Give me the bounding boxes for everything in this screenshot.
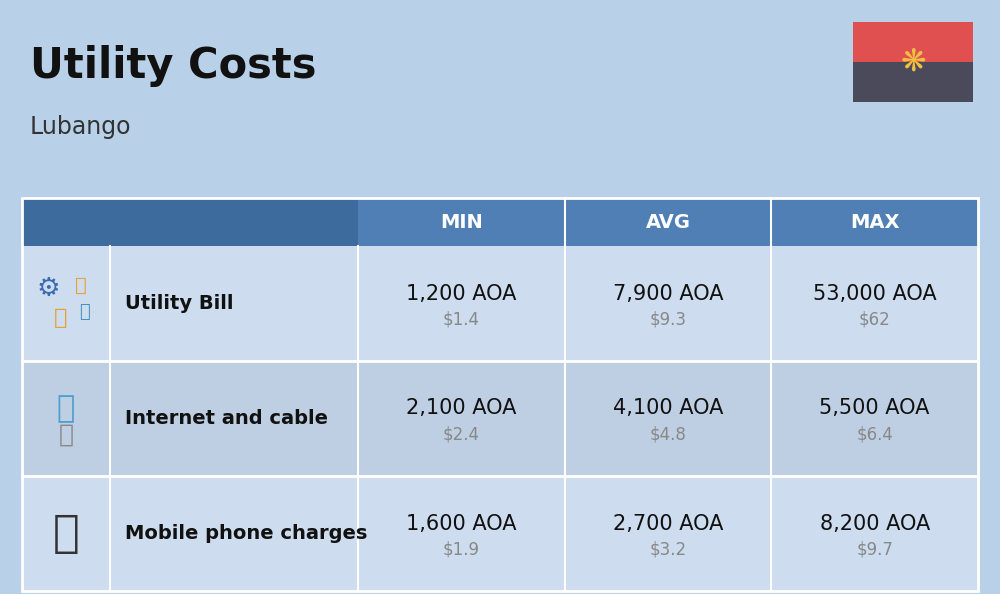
Text: $62: $62 (859, 311, 891, 328)
Text: 📱: 📱 (53, 512, 79, 555)
Bar (22, 476, 978, 591)
Text: $2.4: $2.4 (443, 425, 480, 444)
Text: 📶: 📶 (57, 394, 75, 423)
Bar (22, 198, 978, 591)
Text: 8,200 AOA: 8,200 AOA (820, 513, 930, 533)
Text: 🔌: 🔌 (54, 308, 68, 328)
Text: $9.7: $9.7 (856, 541, 893, 558)
Text: 5,500 AOA: 5,500 AOA (819, 399, 930, 419)
Text: AVG: AVG (646, 213, 690, 232)
Bar (22, 361, 978, 476)
Bar (22, 246, 978, 361)
Text: 53,000 AOA: 53,000 AOA (813, 283, 936, 304)
Bar (22, 198, 358, 246)
Bar (853, 62, 973, 102)
Bar (853, 22, 973, 62)
Text: $6.4: $6.4 (856, 425, 893, 444)
Text: 1,200 AOA: 1,200 AOA (406, 283, 517, 304)
Text: ⚙: ⚙ (36, 276, 60, 302)
Text: MAX: MAX (850, 213, 899, 232)
Text: 1,600 AOA: 1,600 AOA (406, 513, 517, 533)
Text: $1.4: $1.4 (443, 311, 480, 328)
Text: 🖨: 🖨 (58, 422, 74, 447)
Text: $3.2: $3.2 (649, 541, 687, 558)
Bar (358, 198, 565, 246)
Text: 2,100 AOA: 2,100 AOA (406, 399, 517, 419)
Text: Lubango: Lubango (30, 115, 132, 139)
Text: Mobile phone charges: Mobile phone charges (125, 524, 367, 543)
Text: Utility Bill: Utility Bill (125, 294, 234, 313)
Text: $9.3: $9.3 (650, 311, 686, 328)
Text: 🔋: 🔋 (75, 276, 87, 295)
Text: 2,700 AOA: 2,700 AOA (613, 513, 723, 533)
Text: $1.9: $1.9 (443, 541, 480, 558)
Text: 📺: 📺 (79, 302, 89, 321)
Text: Utility Costs: Utility Costs (30, 45, 316, 87)
Text: MIN: MIN (440, 213, 483, 232)
Text: Internet and cable: Internet and cable (125, 409, 328, 428)
Text: 4,100 AOA: 4,100 AOA (613, 399, 723, 419)
Bar (771, 198, 978, 246)
Text: ❋: ❋ (900, 48, 926, 77)
Bar (565, 198, 771, 246)
Text: 7,900 AOA: 7,900 AOA (613, 283, 723, 304)
Text: $4.8: $4.8 (650, 425, 686, 444)
